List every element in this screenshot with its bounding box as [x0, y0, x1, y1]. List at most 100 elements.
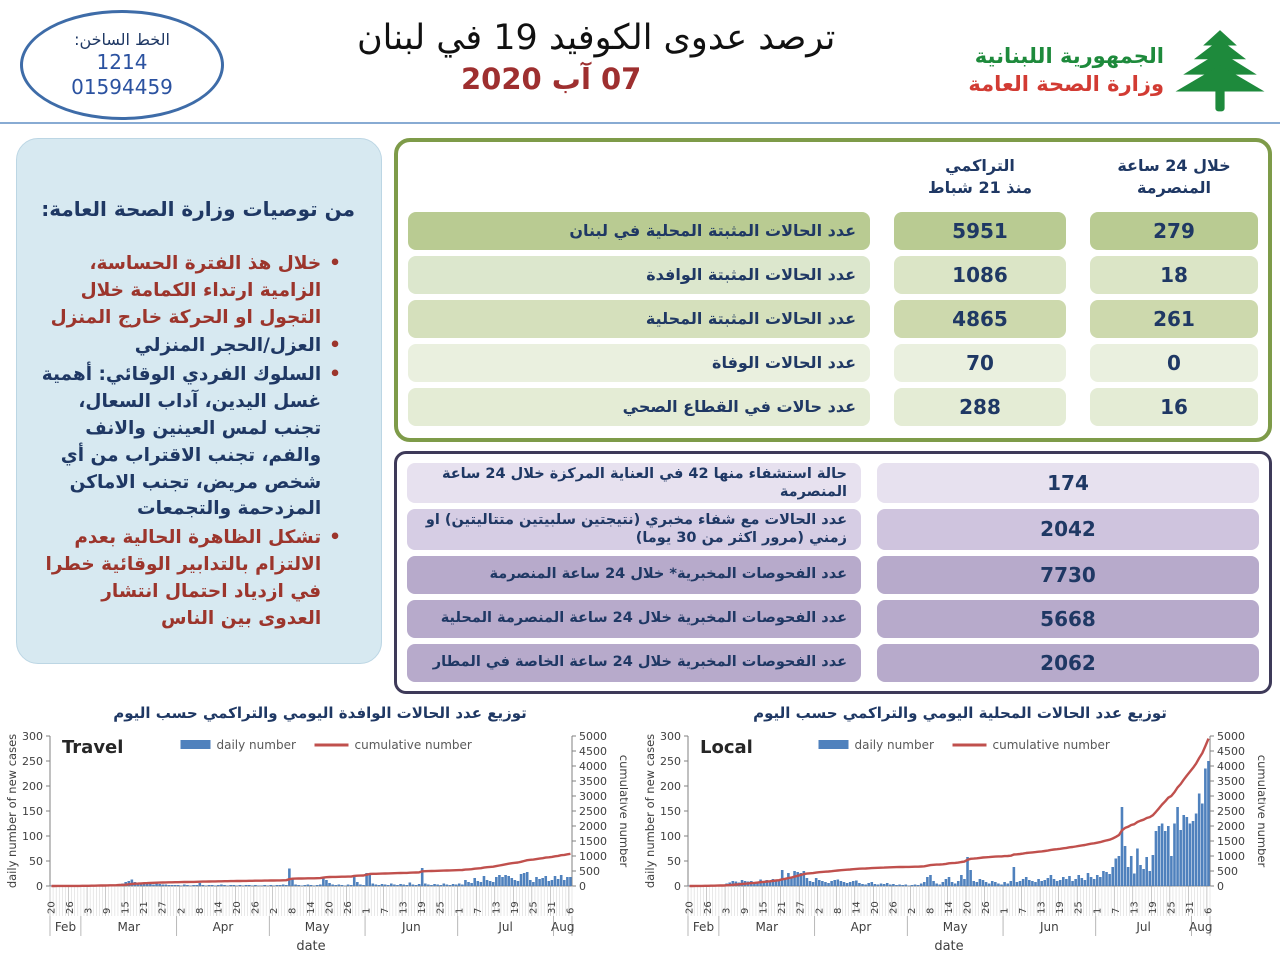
lab-table-row: عدد الحالات مع شفاء مخبري (نتيجتين سلبيت…: [407, 509, 1259, 550]
svg-text:Apr: Apr: [213, 920, 234, 934]
column-header-24h: خلال 24 ساعة المنصرمة: [1117, 156, 1231, 197]
recommendation-item: • تشكل الظاهرة الحالية بعدم الالتزام بالت…: [37, 525, 341, 632]
svg-text:300: 300: [660, 730, 681, 743]
bullet-icon: •: [329, 364, 341, 386]
svg-text:19: 19: [1055, 901, 1066, 914]
chart-titles-row: توزيع عدد الحالات الوافدة اليومي والتراك…: [0, 704, 1280, 722]
svg-text:7: 7: [380, 907, 391, 913]
lab-label: عدد الحالات مع شفاء مخبري (نتيجتين سلبيت…: [407, 509, 861, 550]
svg-text:5000: 5000: [579, 730, 607, 743]
stats-table-row: عدد الحالات المثبتة المحلية 4865 261: [408, 300, 1258, 338]
stats-table-row: عدد حالات في القطاع الصحي 288 16: [408, 388, 1258, 426]
svg-text:14: 14: [213, 901, 224, 914]
svg-text:Local: Local: [700, 737, 753, 758]
svg-text:Travel: Travel: [62, 737, 123, 758]
svg-text:4500: 4500: [579, 745, 607, 758]
svg-text:Aug: Aug: [1189, 920, 1212, 934]
stat-value-24h: 279: [1090, 212, 1258, 250]
recommendation-item: • السلوك الفردي الوقائي: أهمية غسل اليدين…: [37, 362, 341, 523]
local-chart-title: توزيع عدد الحالات المحلية اليومي والتراك…: [753, 703, 1167, 722]
stat-value-cumulative: 5951: [894, 212, 1066, 250]
svg-text:13: 13: [491, 901, 502, 914]
svg-text:Mar: Mar: [117, 920, 140, 934]
svg-text:2: 2: [907, 907, 918, 913]
svg-text:cumulative number: cumulative number: [355, 738, 472, 752]
svg-text:100: 100: [22, 830, 43, 843]
svg-text:14: 14: [944, 901, 955, 914]
local-chart: 0501001502002503000500100015002000250030…: [643, 730, 1266, 954]
stat-value-cumulative: 1086: [894, 256, 1066, 294]
page-header: الخط الساخن: 1214 01594459 ترصد عدوى الك…: [0, 0, 1280, 122]
stats-table-row: عدد الحالات المثبتة الوافدة 1086 18: [408, 256, 1258, 294]
svg-text:7: 7: [1111, 907, 1122, 913]
svg-text:1: 1: [454, 907, 465, 913]
stat-value-24h: 261: [1090, 300, 1258, 338]
svg-text:cumulative number: cumulative number: [1255, 754, 1266, 867]
svg-text:50: 50: [667, 855, 681, 868]
stats-table-row: عدد الحالات الوفاة 70 0: [408, 344, 1258, 382]
ministry-logo: الجمهورية اللبنانية وزارة الصحة العامة: [968, 10, 1266, 116]
svg-text:31: 31: [1185, 901, 1196, 914]
stat-value-cumulative: 70: [894, 344, 1066, 382]
svg-text:26: 26: [65, 901, 76, 914]
svg-text:date: date: [934, 939, 963, 954]
lab-table-body: حالة استشفاء منها 42 في العناية المركزة …: [407, 463, 1259, 682]
svg-text:3000: 3000: [579, 790, 607, 803]
svg-text:14: 14: [851, 901, 862, 914]
svg-text:2500: 2500: [579, 805, 607, 818]
svg-text:26: 26: [343, 901, 354, 914]
lab-tests-table: حالة استشفاء منها 42 في العناية المركزة …: [394, 451, 1272, 694]
lab-value: 5668: [877, 599, 1259, 638]
svg-text:13: 13: [1037, 901, 1048, 914]
svg-text:2500: 2500: [1217, 805, 1245, 818]
svg-text:27: 27: [158, 901, 169, 914]
svg-text:8: 8: [833, 907, 844, 913]
svg-text:26: 26: [250, 901, 261, 914]
lab-label: حالة استشفاء منها 42 في العناية المركزة …: [407, 463, 861, 504]
stat-label: عدد الحالات المثبتة المحلية في لبنان: [408, 212, 870, 250]
ministry-name: الجمهورية اللبنانية وزارة الصحة العامة: [968, 42, 1164, 99]
svg-text:7: 7: [473, 907, 484, 913]
hotline-number-long: 01594459: [71, 75, 173, 99]
recommendations-panel: من توصيات وزارة الصحة العامة: • خلال هذ ا…: [16, 138, 382, 664]
svg-text:15: 15: [759, 901, 770, 914]
svg-text:8: 8: [287, 907, 298, 913]
svg-text:100: 100: [660, 830, 681, 843]
ministry-name-health: وزارة الصحة العامة: [968, 72, 1164, 96]
svg-text:200: 200: [660, 780, 681, 793]
lab-value: 2042: [877, 509, 1259, 550]
svg-text:26: 26: [888, 901, 899, 914]
svg-text:May: May: [305, 920, 330, 934]
svg-text:Jun: Jun: [401, 920, 421, 934]
svg-text:19: 19: [510, 901, 521, 914]
svg-text:Aug: Aug: [551, 920, 574, 934]
svg-text:50: 50: [29, 855, 43, 868]
travel-chart-title: توزيع عدد الحالات الوافدة اليومي والتراك…: [113, 703, 527, 722]
svg-text:20: 20: [685, 901, 696, 914]
lab-value: 7730: [877, 555, 1259, 594]
svg-text:Jul: Jul: [1135, 920, 1150, 934]
svg-text:1000: 1000: [1217, 850, 1245, 863]
svg-text:200: 200: [22, 780, 43, 793]
hotline-badge: الخط الساخن: 1214 01594459: [20, 10, 224, 120]
bullet-icon: •: [329, 527, 341, 549]
svg-text:1: 1: [1000, 907, 1011, 913]
svg-text:2: 2: [176, 907, 187, 913]
svg-text:20: 20: [47, 901, 58, 914]
svg-text:1500: 1500: [1217, 835, 1245, 848]
svg-text:2000: 2000: [1217, 820, 1245, 833]
main-content: من توصيات وزارة الصحة العامة: • خلال هذ ا…: [0, 124, 1280, 694]
svg-text:0: 0: [674, 880, 681, 893]
svg-text:25: 25: [528, 901, 539, 914]
lab-value: 2062: [877, 643, 1259, 682]
column-header-cumulative: التراكمي منذ 21 شباط: [928, 156, 1032, 197]
svg-text:3500: 3500: [1217, 775, 1245, 788]
stat-value-24h: 16: [1090, 388, 1258, 426]
svg-text:cumulative number: cumulative number: [993, 738, 1110, 752]
svg-text:0: 0: [36, 880, 43, 893]
svg-text:2: 2: [269, 907, 280, 913]
svg-text:4000: 4000: [579, 760, 607, 773]
stats-table-row: عدد الحالات المثبتة المحلية في لبنان 5951…: [408, 212, 1258, 250]
svg-text:7: 7: [1018, 907, 1029, 913]
svg-text:500: 500: [579, 865, 600, 878]
